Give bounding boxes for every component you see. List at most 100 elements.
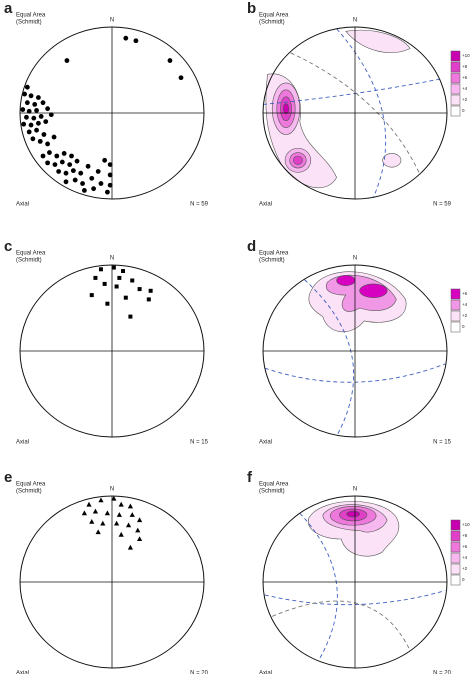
legend-swatch <box>450 83 461 95</box>
point <box>56 169 62 174</box>
point <box>31 115 37 121</box>
point <box>98 181 104 186</box>
point <box>100 520 106 526</box>
point <box>52 162 58 168</box>
legend-swatch <box>450 519 461 531</box>
n-label: N = 20 <box>190 671 209 674</box>
legend-label: +10 <box>462 53 470 58</box>
legend-swatch <box>450 50 461 62</box>
point <box>95 529 101 535</box>
net-title: Equal Area <box>259 13 289 19</box>
net-subtitle: (Schmidt) <box>16 489 42 495</box>
panel-letter: c <box>4 238 12 255</box>
point <box>47 150 52 155</box>
north-label: N <box>353 487 357 493</box>
legend-swatch <box>450 541 461 553</box>
point <box>21 121 27 127</box>
legend-swatch <box>450 299 461 311</box>
point <box>125 522 132 528</box>
point <box>36 120 41 126</box>
point <box>123 35 129 41</box>
point <box>107 172 113 178</box>
legend-swatch <box>450 530 461 542</box>
point <box>32 102 38 107</box>
point <box>59 159 65 165</box>
point <box>137 517 143 523</box>
point <box>137 287 142 292</box>
legend-label: +2 <box>462 313 468 318</box>
point <box>127 503 133 509</box>
point <box>40 153 46 159</box>
legend-swatch <box>450 552 461 564</box>
panel-letter: b <box>247 0 256 17</box>
point <box>54 153 60 159</box>
point <box>41 132 47 137</box>
point <box>43 119 49 124</box>
net-subtitle: (Schmidt) <box>259 20 285 26</box>
point <box>86 501 92 507</box>
point <box>81 510 87 516</box>
point <box>64 58 70 63</box>
contour-f <box>265 501 445 661</box>
point <box>85 163 91 169</box>
north-label: N <box>110 487 114 493</box>
point <box>118 531 124 537</box>
legend-label: +4 <box>462 302 468 307</box>
note: Axial <box>259 671 272 674</box>
point <box>111 265 116 270</box>
point <box>28 93 34 99</box>
legend-label: +8 <box>462 64 468 69</box>
net-subtitle: (Schmidt) <box>259 258 285 264</box>
point <box>107 182 113 188</box>
point <box>26 108 32 114</box>
legend-label: 0 <box>462 324 465 329</box>
point <box>89 519 95 524</box>
n-label: N = 59 <box>190 202 209 208</box>
legend-swatch <box>450 94 461 106</box>
point <box>135 527 141 533</box>
point <box>129 512 135 517</box>
point <box>34 127 39 133</box>
point <box>121 269 126 274</box>
point <box>24 84 30 90</box>
note: Axial <box>16 202 29 208</box>
net-title: Equal Area <box>259 482 289 488</box>
point <box>38 114 44 119</box>
point <box>78 170 84 176</box>
north-label: N <box>110 18 114 24</box>
point <box>89 293 94 298</box>
point <box>28 122 34 128</box>
point <box>26 129 32 135</box>
north-label: N <box>353 256 357 262</box>
contour-b <box>263 29 442 198</box>
net-title: Equal Area <box>16 13 46 19</box>
point <box>20 107 26 112</box>
point <box>82 188 87 193</box>
legend-label: 0 <box>462 577 465 582</box>
north-label: N <box>353 18 357 24</box>
point <box>178 75 184 81</box>
panel-letter: a <box>4 0 13 17</box>
point <box>116 512 122 517</box>
point <box>74 158 80 164</box>
point <box>102 157 108 163</box>
net-subtitle: (Schmidt) <box>16 258 42 264</box>
point <box>146 297 151 302</box>
point <box>127 544 133 550</box>
point <box>118 501 124 507</box>
point <box>89 175 95 181</box>
legend-label: +2 <box>462 97 468 102</box>
net-title: Equal Area <box>16 482 46 488</box>
n-label: N = 20 <box>433 671 452 674</box>
point <box>63 179 69 185</box>
net-subtitle: (Schmidt) <box>16 20 42 26</box>
legend-label: +6 <box>462 291 468 296</box>
point <box>67 162 73 168</box>
point <box>105 301 110 306</box>
point <box>93 275 98 280</box>
point <box>45 141 50 147</box>
point <box>130 278 135 283</box>
panel-letter: d <box>247 238 256 255</box>
point <box>114 520 120 526</box>
